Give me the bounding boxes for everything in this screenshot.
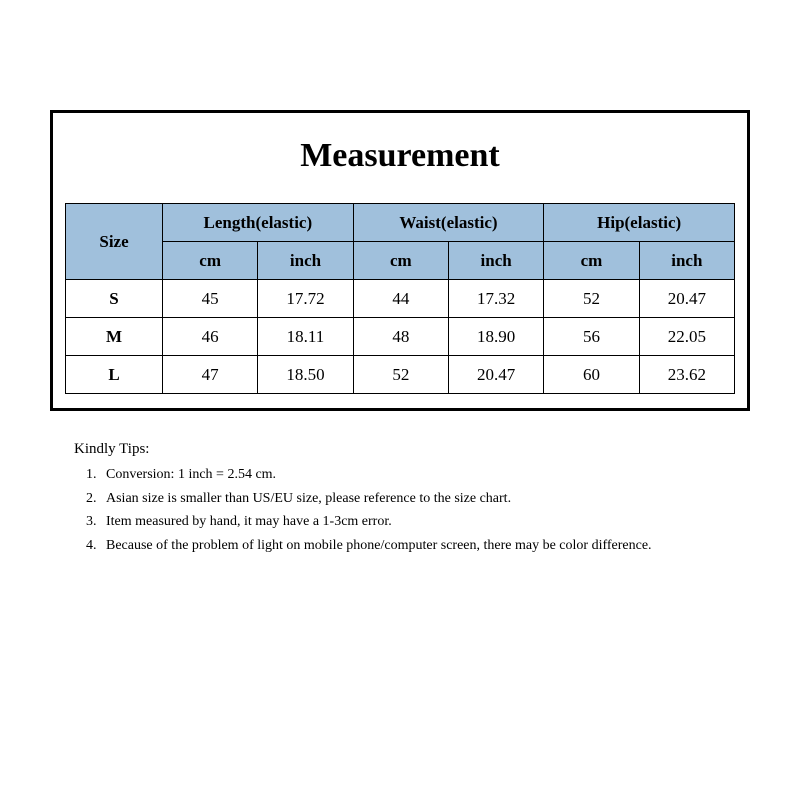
data-cell: 56 (544, 318, 639, 356)
data-cell: 18.90 (448, 318, 543, 356)
page-wrapper: Measurement Size Length(elastic) Waist(e… (0, 0, 800, 557)
hip-cm: cm (544, 242, 639, 280)
tips-title: Kindly Tips: (74, 441, 750, 458)
waist-cm: cm (353, 242, 448, 280)
length-inch: inch (258, 242, 353, 280)
tips-list: Conversion: 1 inch = 2.54 cm. Asian size… (74, 464, 750, 557)
header-row-units: cm inch cm inch cm inch (66, 242, 735, 280)
data-cell: 17.72 (258, 280, 353, 318)
hip-inch: inch (639, 242, 734, 280)
data-cell: 47 (163, 356, 258, 394)
tip-item: Because of the problem of light on mobil… (100, 535, 750, 557)
col-size: Size (66, 204, 163, 280)
measurement-frame: Measurement Size Length(elastic) Waist(e… (50, 110, 750, 411)
data-cell: 45 (163, 280, 258, 318)
data-cell: 18.50 (258, 356, 353, 394)
table-body: S 45 17.72 44 17.32 52 20.47 M 46 18.11 … (66, 280, 735, 394)
tip-item: Conversion: 1 inch = 2.54 cm. (100, 464, 750, 486)
data-cell: 60 (544, 356, 639, 394)
data-cell: 18.11 (258, 318, 353, 356)
tip-item: Item measured by hand, it may have a 1-3… (100, 511, 750, 533)
col-waist: Waist(elastic) (353, 204, 544, 242)
col-length: Length(elastic) (163, 204, 354, 242)
data-cell: 22.05 (639, 318, 734, 356)
table-row: M 46 18.11 48 18.90 56 22.05 (66, 318, 735, 356)
data-cell: 52 (353, 356, 448, 394)
data-cell: 20.47 (639, 280, 734, 318)
size-cell: S (66, 280, 163, 318)
size-cell: L (66, 356, 163, 394)
length-cm: cm (163, 242, 258, 280)
title: Measurement (65, 137, 735, 175)
data-cell: 23.62 (639, 356, 734, 394)
data-cell: 52 (544, 280, 639, 318)
col-hip: Hip(elastic) (544, 204, 735, 242)
measurement-table: Size Length(elastic) Waist(elastic) Hip(… (65, 203, 735, 394)
tips-block: Kindly Tips: Conversion: 1 inch = 2.54 c… (74, 441, 750, 557)
table-row: S 45 17.72 44 17.32 52 20.47 (66, 280, 735, 318)
data-cell: 48 (353, 318, 448, 356)
tip-item: Asian size is smaller than US/EU size, p… (100, 488, 750, 510)
data-cell: 17.32 (448, 280, 543, 318)
table-row: L 47 18.50 52 20.47 60 23.62 (66, 356, 735, 394)
size-cell: M (66, 318, 163, 356)
data-cell: 20.47 (448, 356, 543, 394)
data-cell: 46 (163, 318, 258, 356)
waist-inch: inch (448, 242, 543, 280)
data-cell: 44 (353, 280, 448, 318)
header-row-groups: Size Length(elastic) Waist(elastic) Hip(… (66, 204, 735, 242)
